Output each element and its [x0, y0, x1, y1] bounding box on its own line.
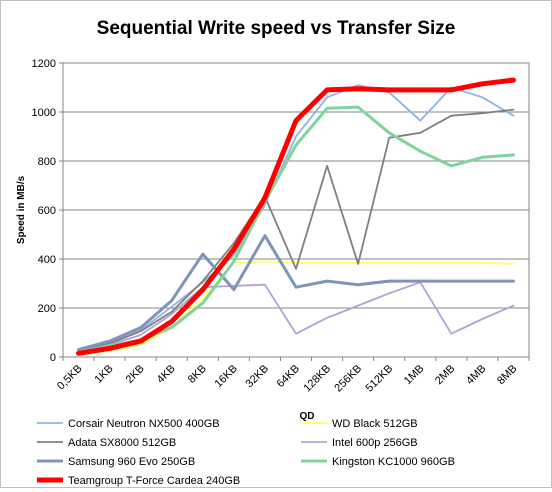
x-tick-label: 512KB — [363, 363, 395, 395]
legend-label: Teamgroup T-Force Cardea 240GB — [68, 475, 240, 487]
x-tick-label: 16KB — [212, 363, 240, 391]
chart-title: Sequential Write speed vs Transfer Size — [97, 18, 456, 39]
series-lines — [76, 77, 516, 356]
x-tick-label: 8KB — [186, 363, 209, 386]
legend-label: Kingston KC1000 960GB — [332, 456, 455, 468]
series-line — [77, 108, 515, 352]
x-tick-label: 4MB — [464, 363, 488, 387]
legend-label: Adata SX8000 512GB — [68, 437, 176, 449]
x-axis-ticks: 0,5KB 1KB 2KB 4KB 8KB 16KB 32KB 64KB 128KB 256KB 5… — [55, 357, 530, 395]
y-tick-label: 600 — [38, 205, 56, 217]
legend-label: WD Black 512GB — [332, 418, 418, 430]
y-axis-ticks: 0 200 400 600 800 1000 1200 — [32, 58, 63, 364]
x-tick-label: 0,5KB — [55, 363, 85, 393]
x-axis-title: QD — [300, 411, 315, 422]
y-tick-label: 400 — [38, 254, 56, 266]
series-line — [77, 234, 515, 352]
x-tick-label: 1MB — [402, 363, 426, 387]
legend-label: Intel 600p 256GB — [332, 437, 418, 449]
y-tick-label: 1000 — [32, 107, 56, 119]
x-tick-label: 8MB — [495, 363, 519, 387]
x-tick-label: 128KB — [301, 363, 333, 395]
legend: Corsair Neutron NX500 400GB WD Black 512G… — [37, 418, 455, 487]
legend-label: Samsung 960 Evo 250GB — [68, 456, 195, 468]
series-line — [77, 260, 515, 356]
x-tick-label: 32KB — [244, 363, 272, 391]
legend-label: Corsair Neutron NX500 400GB — [68, 418, 220, 430]
x-tick-label: 256KB — [332, 363, 364, 395]
y-tick-label: 200 — [38, 303, 56, 315]
y-tick-label: 0 — [50, 352, 56, 364]
x-tick-label: 2MB — [433, 363, 457, 387]
series-line — [77, 281, 515, 354]
x-tick-label: 2KB — [124, 363, 147, 386]
series-line — [76, 77, 516, 356]
x-tick-label: 4KB — [155, 363, 178, 386]
y-tick-label: 1200 — [32, 58, 56, 70]
series-line — [77, 105, 515, 354]
gridlines — [63, 62, 529, 309]
y-tick-label: 800 — [38, 156, 56, 168]
x-tick-label: 1KB — [93, 363, 116, 386]
series-line — [77, 84, 515, 351]
x-tick-label: 64KB — [275, 363, 303, 391]
y-axis-title: Speed in MB/s — [16, 175, 27, 244]
